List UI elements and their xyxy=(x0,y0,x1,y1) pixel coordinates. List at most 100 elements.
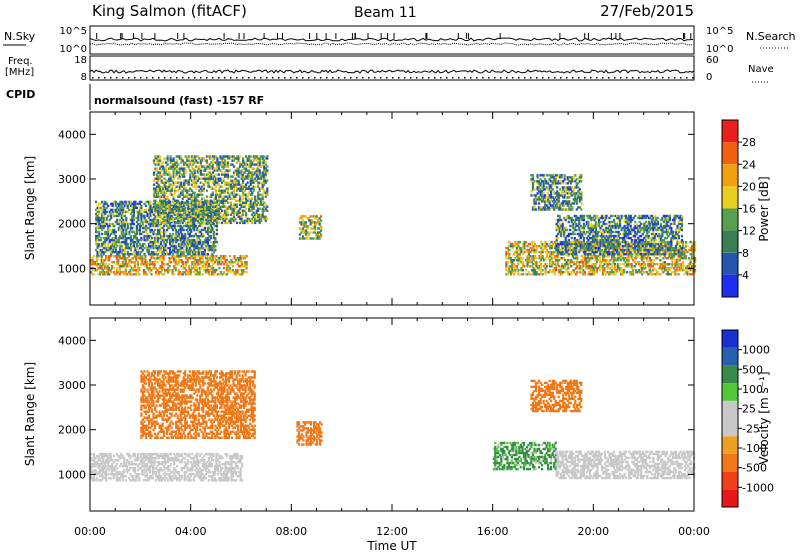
heatmap-cell xyxy=(306,217,309,220)
heatmap-cell xyxy=(236,171,239,174)
heatmap-cell xyxy=(197,261,200,264)
heatmap-cell xyxy=(252,171,255,174)
heatmap-cell xyxy=(239,203,242,206)
heatmap-cell xyxy=(222,203,225,206)
heatmap-cell xyxy=(174,181,177,184)
heatmap-cell xyxy=(153,261,156,264)
heatmap-cell xyxy=(261,215,264,218)
heatmap-cell xyxy=(155,224,158,228)
heatmap-cell xyxy=(160,209,163,212)
heatmap-cell xyxy=(603,246,606,250)
heatmap-cell xyxy=(555,246,558,250)
heatmap-cell xyxy=(214,191,217,194)
heatmap-cell xyxy=(571,202,574,205)
heatmap-cell xyxy=(105,210,108,214)
nave-dot xyxy=(440,77,442,79)
heatmap-cell xyxy=(553,261,556,264)
heatmap-cell xyxy=(125,242,128,246)
heatmap-cell xyxy=(570,259,573,262)
heatmap-cell xyxy=(552,242,555,246)
heatmap-cell xyxy=(233,255,236,258)
heatmap-cell xyxy=(222,189,225,192)
heatmap-cell xyxy=(205,167,208,170)
heatmap-cell xyxy=(143,230,146,234)
heatmap-cell xyxy=(550,240,553,244)
heatmap-cell xyxy=(204,169,207,172)
heatmap-cell xyxy=(169,232,172,236)
heatmap-cell xyxy=(239,183,242,186)
heatmap-cell xyxy=(210,185,213,188)
heatmap-cell xyxy=(129,253,132,256)
heatmap-cell xyxy=(647,255,650,258)
heatmap-cell xyxy=(553,200,556,203)
nave-dot xyxy=(518,77,520,79)
heatmap-cell xyxy=(192,163,195,166)
heatmap-cell xyxy=(650,261,653,264)
heatmap-cell xyxy=(203,242,206,246)
heatmap-cell xyxy=(219,271,223,274)
heatmap-cell xyxy=(171,257,174,260)
heatmap-cell xyxy=(152,224,155,228)
heatmap-cell xyxy=(207,165,210,168)
heatmap-cell xyxy=(150,212,154,216)
heatmap-cell xyxy=(566,196,569,199)
heatmap-cell xyxy=(691,244,694,248)
heatmap-cell xyxy=(551,184,554,187)
heatmap-cell xyxy=(152,159,156,162)
heatmap-cell xyxy=(214,209,217,212)
heatmap-cell xyxy=(511,263,514,266)
heatmap-cell xyxy=(195,161,198,164)
heatmap-cell xyxy=(163,240,166,244)
heatmap-cell xyxy=(199,246,202,250)
heatmap-cell xyxy=(620,269,623,272)
heatmap-cell xyxy=(213,175,216,178)
heatmap-cell xyxy=(157,201,160,204)
heatmap-cell xyxy=(130,267,133,270)
heatmap-cell xyxy=(121,257,124,260)
heatmap-cell xyxy=(157,209,160,212)
heatmap-cell xyxy=(208,205,211,208)
heatmap-cell xyxy=(135,242,138,246)
heatmap-cell xyxy=(254,179,257,182)
heatmap-cell xyxy=(178,209,181,212)
heatmap-cell xyxy=(206,228,209,232)
nave-dot xyxy=(164,77,166,79)
heatmap-cell xyxy=(564,267,567,270)
heatmap-cell xyxy=(632,259,635,262)
heatmap-cell xyxy=(104,244,107,248)
heatmap-cell xyxy=(242,271,245,274)
heatmap-cell xyxy=(160,226,163,230)
heatmap-cell xyxy=(309,223,312,226)
heatmap-cell xyxy=(156,230,160,234)
heatmap-cell xyxy=(189,255,192,258)
heatmap-cell xyxy=(163,219,166,223)
heatmap-cell xyxy=(105,202,108,206)
heatmap-cell xyxy=(210,207,213,210)
heatmap-cell xyxy=(671,271,674,274)
heatmap-cell xyxy=(577,206,580,209)
heatmap-cell xyxy=(183,267,186,270)
heatmap-cell xyxy=(521,273,525,276)
heatmap-cell xyxy=(172,217,175,221)
heatmap-cell xyxy=(190,248,193,252)
heatmap-cell xyxy=(560,234,563,238)
heatmap-cell xyxy=(186,181,189,184)
heatmap-cell xyxy=(639,255,642,258)
heatmap-cell xyxy=(240,215,243,218)
heatmap-cell xyxy=(220,215,224,218)
heatmap-cell xyxy=(641,259,644,262)
heatmap-cell xyxy=(147,220,151,224)
heatmap-cell xyxy=(173,259,176,262)
heatmap-cell xyxy=(142,263,146,266)
heatmap-cell xyxy=(189,195,192,198)
heatmap-cell xyxy=(536,182,539,185)
heatmap-cell xyxy=(251,217,254,221)
heatmap-cell xyxy=(131,240,134,244)
heatmap-cell xyxy=(249,205,252,208)
heatmap-cell xyxy=(126,257,129,260)
heatmap-cell xyxy=(178,177,181,180)
heatmap-cell xyxy=(231,159,234,162)
heatmap-cell xyxy=(213,179,216,182)
heatmap-cell xyxy=(178,217,181,221)
heatmap-cell xyxy=(147,206,151,210)
